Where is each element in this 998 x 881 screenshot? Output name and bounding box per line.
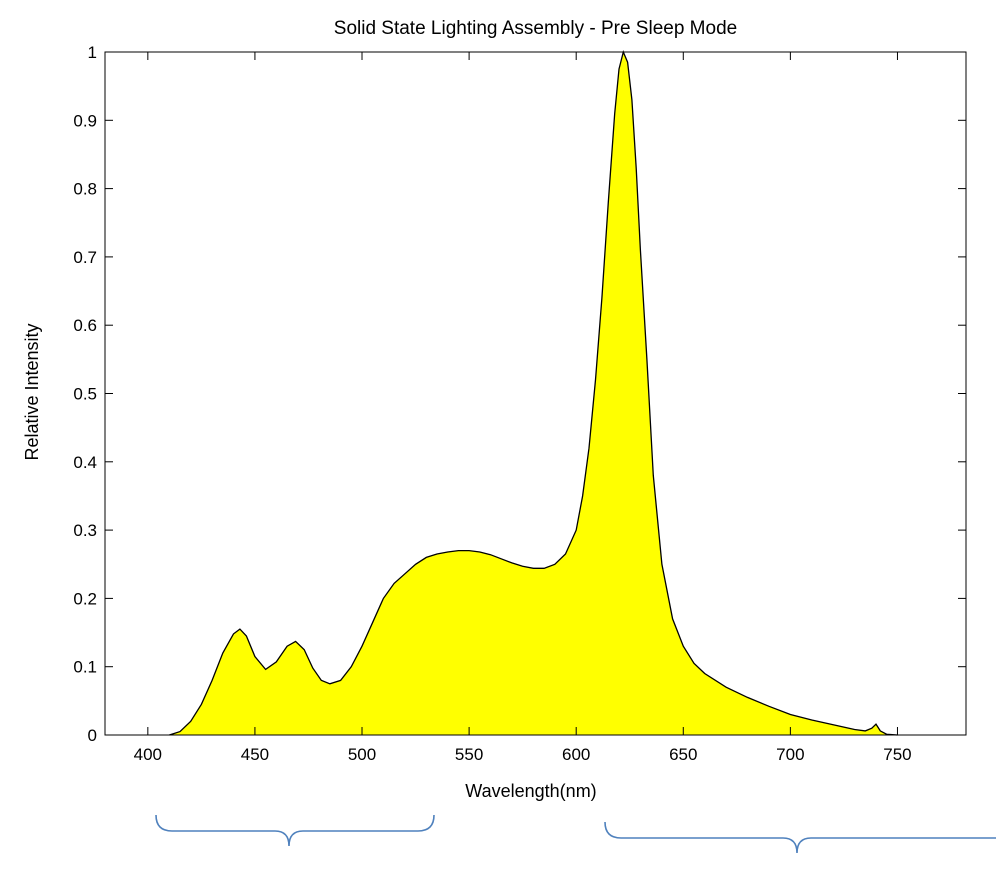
spectrum-line <box>169 49 898 736</box>
y-tick-label: 0.2 <box>73 589 97 608</box>
x-axis-label: Wavelength(nm) <box>465 781 596 801</box>
x-tick-label: 550 <box>455 745 483 764</box>
x-axis: 400 450 500 550 600 650 700 750 <box>134 52 912 764</box>
x-tick-label: 750 <box>883 745 911 764</box>
x-tick-label: 650 <box>669 745 697 764</box>
y-tick-label: 0.5 <box>73 385 97 404</box>
y-tick-label: 1 <box>88 43 97 62</box>
y-tick-label: 0.8 <box>73 180 97 199</box>
y-tick-label: 0.6 <box>73 316 97 335</box>
y-tick-label: 0.7 <box>73 248 97 267</box>
y-axis-label: Relative Intensity <box>22 323 42 460</box>
spectrum-area <box>169 52 898 735</box>
plot-area <box>104 49 967 736</box>
y-tick-label: 0 <box>88 726 97 745</box>
annotation-brackets <box>155 814 996 854</box>
chart-title: Solid State Lighting Assembly - Pre Slee… <box>334 18 737 39</box>
x-tick-label: 600 <box>562 745 590 764</box>
y-tick-label: 0.1 <box>73 658 97 677</box>
y-tick-label: 0.9 <box>73 111 97 130</box>
right-range-bracket <box>604 821 996 854</box>
x-tick-label: 700 <box>776 745 804 764</box>
y-tick-label: 0.3 <box>73 521 97 540</box>
y-axis: 0 0.1 0.2 0.3 0.4 0.5 0.6 0.7 0.8 0.9 1 <box>73 43 966 745</box>
left-range-bracket <box>155 814 435 847</box>
x-tick-label: 500 <box>348 745 376 764</box>
x-tick-label: 400 <box>134 745 162 764</box>
y-tick-label: 0.4 <box>73 453 97 472</box>
x-tick-label: 450 <box>241 745 269 764</box>
